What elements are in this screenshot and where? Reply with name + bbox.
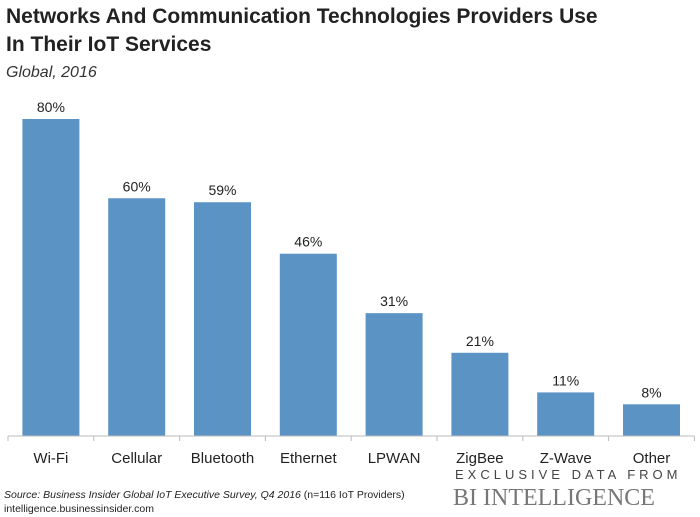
data-label: 59%: [208, 182, 236, 198]
x-tick-label: ZigBee: [456, 450, 504, 467]
bar-zigbee: [451, 352, 509, 436]
bar-lpwan: [365, 313, 423, 436]
bar-cellular: [108, 198, 166, 436]
x-tick-label: LPWAN: [368, 450, 421, 467]
chart-title: Networks And Communication Technologies …: [6, 5, 598, 56]
data-label: 60%: [123, 178, 151, 194]
source-note: Source: Business Insider Global IoT Exec…: [4, 489, 405, 501]
source-text: Source: Business Insider Global IoT Exec…: [4, 489, 301, 501]
bar-bluetooth: [194, 202, 251, 436]
x-tick-label: Cellular: [111, 450, 162, 467]
bar-z-wave: [537, 392, 595, 436]
x-tick-label: Ethernet: [280, 450, 338, 467]
bar-ethernet: [279, 253, 337, 436]
x-tick-label: Z-Wave: [540, 450, 592, 467]
brand-logo: BI INTELLIGENCE: [453, 485, 655, 511]
data-label: 21%: [466, 333, 494, 349]
x-tick-label: Bluetooth: [191, 450, 254, 467]
data-label: 11%: [552, 372, 579, 388]
bar-other: [623, 404, 680, 436]
bar-wi-fi: [22, 119, 80, 436]
data-label: 8%: [641, 384, 661, 400]
sample-size: (n=116 IoT Providers): [300, 489, 405, 501]
data-label: 80%: [37, 99, 65, 115]
data-label: 31%: [380, 293, 408, 309]
x-tick-label: Other: [633, 450, 671, 467]
data-label: 46%: [294, 234, 322, 250]
brand-tagline: EXCLUSIVE DATA FROM: [455, 467, 682, 482]
chart-subtitle: Global, 2016: [6, 64, 97, 81]
x-tick-label: Wi-Fi: [33, 450, 68, 467]
source-url: intelligence.businessinsider.com: [4, 503, 154, 515]
